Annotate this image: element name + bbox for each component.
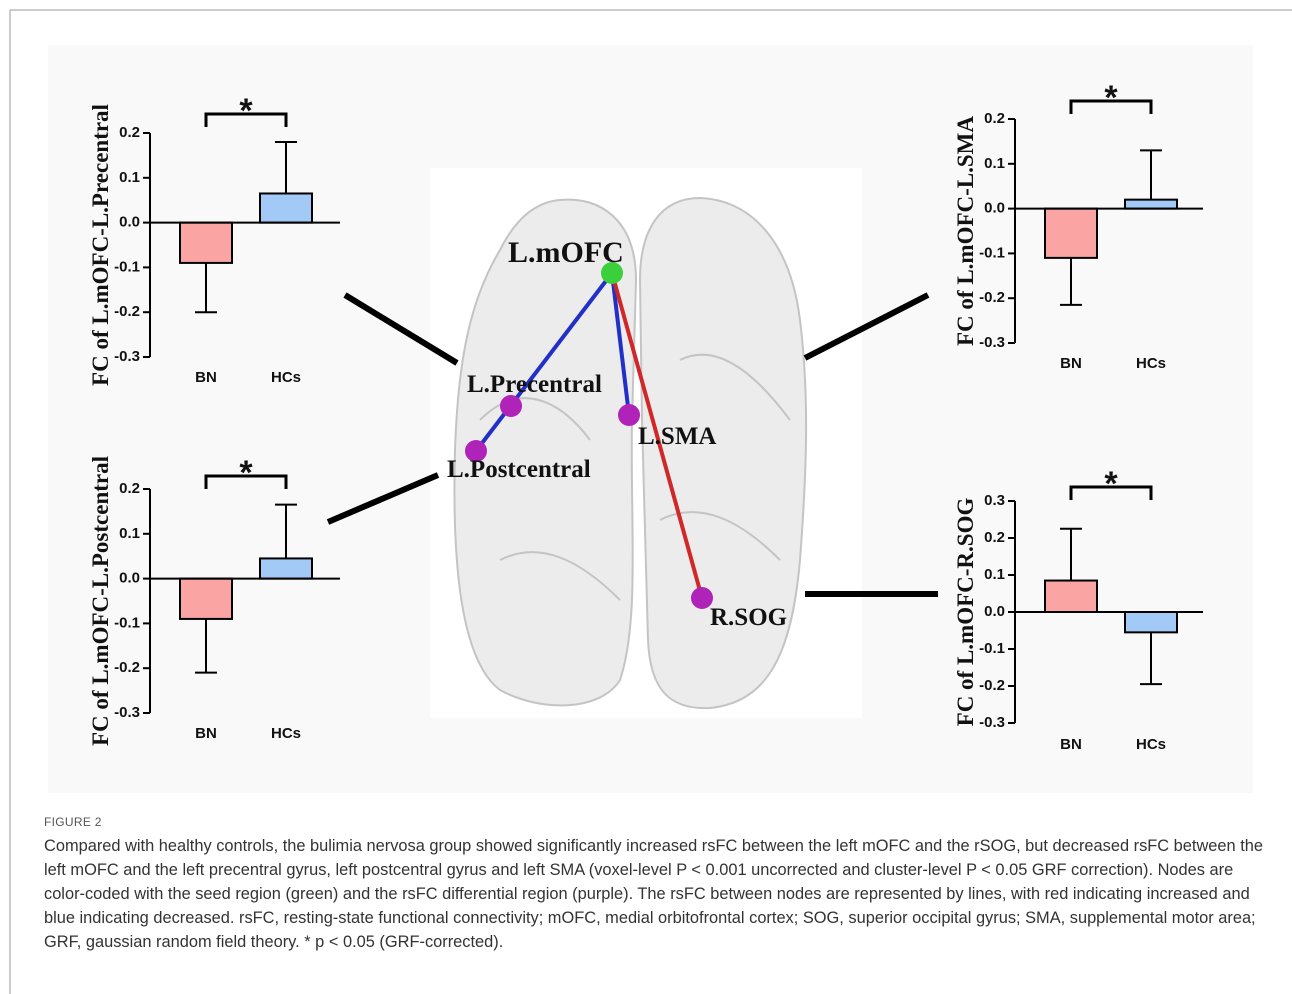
node-label: L.SMA (638, 423, 716, 450)
y-tick-label: -0.3 (979, 714, 1005, 731)
y-tick-label: 0.0 (984, 200, 1005, 217)
y-axis-label: FC of L.mOFC-R.SOG (953, 498, 978, 727)
y-tick-label: -0.1 (979, 640, 1005, 657)
y-tick-label: -0.3 (114, 704, 140, 721)
edge-decreased (474, 271, 614, 453)
connector (326, 472, 440, 525)
significance-star: * (1104, 465, 1118, 503)
node-label: L.Postcentral (447, 456, 591, 483)
y-axis-label: FC of L.mOFC-L.Postcentral (88, 456, 113, 746)
significance-star: * (1104, 79, 1118, 117)
y-tick-label: 0.1 (119, 169, 140, 186)
node-label: L.mOFC (508, 236, 624, 269)
node-label: R.SOG (710, 604, 787, 631)
node (465, 440, 487, 462)
edge-increased (610, 272, 704, 599)
bar (259, 192, 313, 224)
y-tick-label: 0.1 (984, 155, 1005, 172)
x-tick-label: HCs (271, 725, 301, 742)
bar (1044, 207, 1098, 259)
figure-caption: Compared with healthy controls, the buli… (44, 837, 1263, 951)
significance-bracket (1069, 485, 1153, 500)
y-tick-label: -0.2 (979, 677, 1005, 694)
y-tick-label: -0.2 (114, 659, 140, 676)
significance-star: * (239, 92, 253, 130)
x-tick-label: HCs (1136, 355, 1166, 372)
y-tick-label: 0.0 (119, 570, 140, 587)
connector (343, 292, 459, 366)
brain-gyri (479, 353, 791, 601)
y-tick-label: -0.1 (114, 258, 140, 275)
x-tick-label: BN (195, 369, 217, 386)
x-tick-label: HCs (1136, 736, 1166, 753)
connector (803, 292, 930, 361)
y-tick-label: 0.0 (984, 603, 1005, 620)
y-tick-label: 0.3 (984, 492, 1005, 509)
significance-bracket (204, 474, 288, 489)
node (691, 587, 713, 609)
connectors (326, 292, 938, 597)
bar (179, 577, 233, 620)
x-tick-label: BN (1060, 355, 1082, 372)
brain (453, 196, 808, 710)
x-tick-label: BN (195, 725, 217, 742)
x-tick-label: HCs (271, 369, 301, 386)
bar (1124, 198, 1178, 210)
y-tick-label: 0.1 (119, 525, 140, 542)
node-label: L.Precentral (467, 371, 602, 398)
bar (179, 221, 233, 264)
node (618, 404, 640, 426)
bar (1124, 611, 1178, 634)
y-tick-label: -0.2 (979, 289, 1005, 306)
seed-node (601, 262, 623, 284)
significance-star: * (239, 454, 253, 492)
y-tick-label: -0.3 (114, 348, 140, 365)
significance-bracket (1069, 99, 1153, 114)
y-tick-label: 0.1 (984, 566, 1005, 583)
y-tick-label: -0.1 (979, 244, 1005, 261)
x-tick-label: BN (1060, 736, 1082, 753)
bar (259, 557, 313, 580)
y-axis-label: FC of L.mOFC-L.Precentral (88, 104, 113, 386)
bar (1044, 579, 1098, 613)
y-tick-label: 0.0 (119, 214, 140, 231)
node (500, 395, 522, 417)
edge-decreased (610, 272, 631, 416)
significance-bracket (204, 112, 288, 127)
right-hemisphere (638, 196, 808, 710)
y-tick-label: 0.2 (119, 124, 140, 141)
y-axis-label: FC of L.mOFC-L.SMA (953, 116, 978, 346)
y-tick-label: -0.3 (979, 334, 1005, 351)
connections (465, 262, 713, 609)
y-tick-label: -0.1 (114, 614, 140, 631)
y-tick-label: 0.2 (984, 529, 1005, 546)
y-tick-label: -0.2 (114, 303, 140, 320)
figure-label: FIGURE 2 (44, 815, 102, 829)
y-tick-label: 0.2 (984, 110, 1005, 127)
y-tick-label: 0.2 (119, 480, 140, 497)
